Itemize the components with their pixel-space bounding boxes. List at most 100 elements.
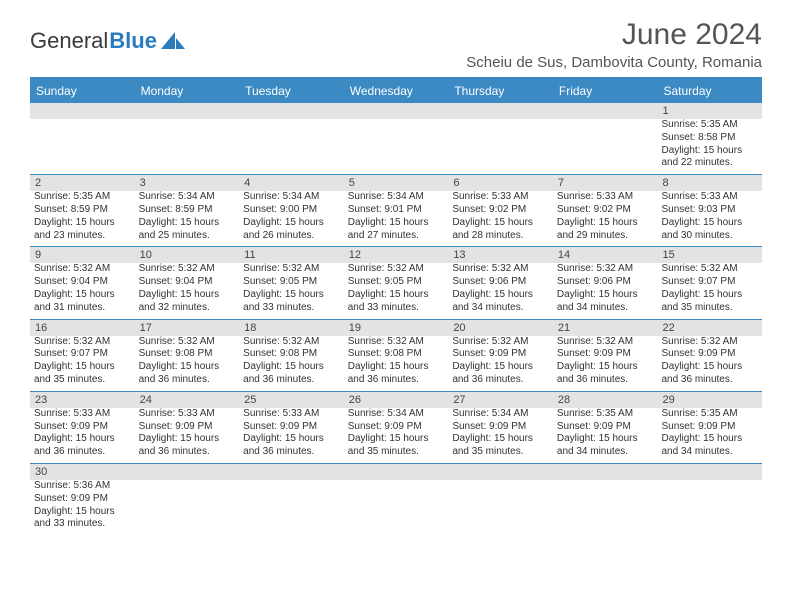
day-line: Sunrise: 5:32 AM bbox=[243, 263, 341, 276]
day-number: 22 bbox=[657, 320, 762, 336]
day-number: 16 bbox=[30, 320, 135, 336]
day-line: Daylight: 15 hours bbox=[452, 361, 550, 374]
day-cell: Sunrise: 5:32 AMSunset: 9:09 PMDaylight:… bbox=[553, 336, 658, 391]
day-line: and 30 minutes. bbox=[661, 230, 759, 243]
day-line: and 33 minutes. bbox=[34, 518, 132, 531]
day-line: and 35 minutes. bbox=[452, 446, 550, 459]
day-number: 21 bbox=[553, 320, 658, 336]
day-cell bbox=[239, 480, 344, 535]
day-line: and 27 minutes. bbox=[348, 230, 446, 243]
day-line: Sunrise: 5:32 AM bbox=[34, 263, 132, 276]
day-cell: Sunrise: 5:33 AMSunset: 9:03 PMDaylight:… bbox=[657, 191, 762, 246]
day-number bbox=[657, 464, 762, 480]
day-line: Sunrise: 5:33 AM bbox=[661, 191, 759, 204]
day-line: Daylight: 15 hours bbox=[139, 217, 237, 230]
day-line: Daylight: 15 hours bbox=[557, 433, 655, 446]
day-cell bbox=[448, 480, 553, 535]
day-cell: Sunrise: 5:34 AMSunset: 8:59 PMDaylight:… bbox=[135, 191, 240, 246]
day-cell: Sunrise: 5:35 AMSunset: 8:58 PMDaylight:… bbox=[657, 119, 762, 174]
day-line: Sunrise: 5:35 AM bbox=[661, 119, 759, 132]
logo-sail-icon bbox=[161, 32, 187, 50]
day-cell: Sunrise: 5:34 AMSunset: 9:09 PMDaylight:… bbox=[344, 408, 449, 463]
day-line: Sunrise: 5:35 AM bbox=[557, 408, 655, 421]
day-cell: Sunrise: 5:32 AMSunset: 9:04 PMDaylight:… bbox=[135, 263, 240, 318]
dayname: Tuesday bbox=[239, 79, 344, 103]
day-line: Sunset: 9:09 PM bbox=[348, 421, 446, 434]
day-cell bbox=[657, 480, 762, 535]
day-line: and 36 minutes. bbox=[452, 374, 550, 387]
day-cell: Sunrise: 5:33 AMSunset: 9:09 PMDaylight:… bbox=[30, 408, 135, 463]
day-cell: Sunrise: 5:33 AMSunset: 9:09 PMDaylight:… bbox=[239, 408, 344, 463]
daynum-row: 16171819202122 bbox=[30, 320, 762, 336]
day-number: 11 bbox=[239, 247, 344, 263]
day-number bbox=[553, 103, 658, 119]
day-line: Daylight: 15 hours bbox=[243, 289, 341, 302]
day-number: 27 bbox=[448, 392, 553, 408]
day-number: 4 bbox=[239, 175, 344, 191]
day-cell: Sunrise: 5:32 AMSunset: 9:08 PMDaylight:… bbox=[344, 336, 449, 391]
dayname: Wednesday bbox=[344, 79, 449, 103]
day-number: 17 bbox=[135, 320, 240, 336]
day-line: Sunset: 8:59 PM bbox=[139, 204, 237, 217]
day-number bbox=[239, 103, 344, 119]
day-cell: Sunrise: 5:32 AMSunset: 9:08 PMDaylight:… bbox=[239, 336, 344, 391]
day-line: Sunset: 9:08 PM bbox=[348, 348, 446, 361]
day-number bbox=[135, 464, 240, 480]
day-number: 20 bbox=[448, 320, 553, 336]
day-number: 18 bbox=[239, 320, 344, 336]
day-line: and 34 minutes. bbox=[661, 446, 759, 459]
day-line: Sunset: 8:58 PM bbox=[661, 132, 759, 145]
day-number bbox=[448, 103, 553, 119]
day-number: 29 bbox=[657, 392, 762, 408]
day-line: Sunrise: 5:33 AM bbox=[139, 408, 237, 421]
day-number: 15 bbox=[657, 247, 762, 263]
day-line: and 36 minutes. bbox=[557, 374, 655, 387]
logo: GeneralBlue bbox=[30, 28, 187, 54]
day-line: and 35 minutes. bbox=[661, 302, 759, 315]
day-line: Sunset: 9:09 PM bbox=[557, 348, 655, 361]
day-cell: Sunrise: 5:35 AMSunset: 9:09 PMDaylight:… bbox=[553, 408, 658, 463]
day-line: Sunset: 9:04 PM bbox=[139, 276, 237, 289]
day-line: Sunset: 9:09 PM bbox=[661, 421, 759, 434]
day-number: 9 bbox=[30, 247, 135, 263]
day-line: Sunrise: 5:34 AM bbox=[243, 191, 341, 204]
day-line: Daylight: 15 hours bbox=[661, 433, 759, 446]
day-line: and 22 minutes. bbox=[661, 157, 759, 170]
day-line: Sunset: 8:59 PM bbox=[34, 204, 132, 217]
day-line: Sunrise: 5:32 AM bbox=[452, 336, 550, 349]
day-number bbox=[344, 103, 449, 119]
day-line: Sunset: 9:09 PM bbox=[34, 421, 132, 434]
day-cell bbox=[553, 480, 658, 535]
day-cell: Sunrise: 5:35 AMSunset: 8:59 PMDaylight:… bbox=[30, 191, 135, 246]
day-number bbox=[448, 464, 553, 480]
day-line: Daylight: 15 hours bbox=[661, 145, 759, 158]
week-row: Sunrise: 5:35 AMSunset: 8:59 PMDaylight:… bbox=[30, 191, 762, 247]
day-cell: Sunrise: 5:34 AMSunset: 9:00 PMDaylight:… bbox=[239, 191, 344, 246]
day-line: Sunset: 9:02 PM bbox=[557, 204, 655, 217]
month-title: June 2024 bbox=[466, 18, 762, 52]
dayname: Saturday bbox=[657, 79, 762, 103]
day-cell: Sunrise: 5:33 AMSunset: 9:02 PMDaylight:… bbox=[448, 191, 553, 246]
week-row: Sunrise: 5:33 AMSunset: 9:09 PMDaylight:… bbox=[30, 408, 762, 464]
daynum-row: 23242526272829 bbox=[30, 392, 762, 408]
day-number: 8 bbox=[657, 175, 762, 191]
day-line: Daylight: 15 hours bbox=[34, 289, 132, 302]
day-cell: Sunrise: 5:32 AMSunset: 9:09 PMDaylight:… bbox=[657, 336, 762, 391]
day-line: Sunrise: 5:32 AM bbox=[139, 263, 237, 276]
day-line: Sunset: 9:08 PM bbox=[243, 348, 341, 361]
day-cell: Sunrise: 5:34 AMSunset: 9:09 PMDaylight:… bbox=[448, 408, 553, 463]
day-line: and 31 minutes. bbox=[34, 302, 132, 315]
day-line: Sunset: 9:05 PM bbox=[243, 276, 341, 289]
calendar: Sunday Monday Tuesday Wednesday Thursday… bbox=[30, 77, 762, 535]
day-line: and 36 minutes. bbox=[348, 374, 446, 387]
day-line: Sunrise: 5:33 AM bbox=[34, 408, 132, 421]
day-line: and 36 minutes. bbox=[243, 374, 341, 387]
daynum-row: 2345678 bbox=[30, 175, 762, 191]
day-line: Daylight: 15 hours bbox=[348, 289, 446, 302]
day-line: Daylight: 15 hours bbox=[34, 433, 132, 446]
day-line: Sunset: 9:09 PM bbox=[452, 348, 550, 361]
day-line: Sunset: 9:09 PM bbox=[139, 421, 237, 434]
day-cell bbox=[239, 119, 344, 174]
week-row: Sunrise: 5:35 AMSunset: 8:58 PMDaylight:… bbox=[30, 119, 762, 175]
day-line: Sunset: 9:03 PM bbox=[661, 204, 759, 217]
